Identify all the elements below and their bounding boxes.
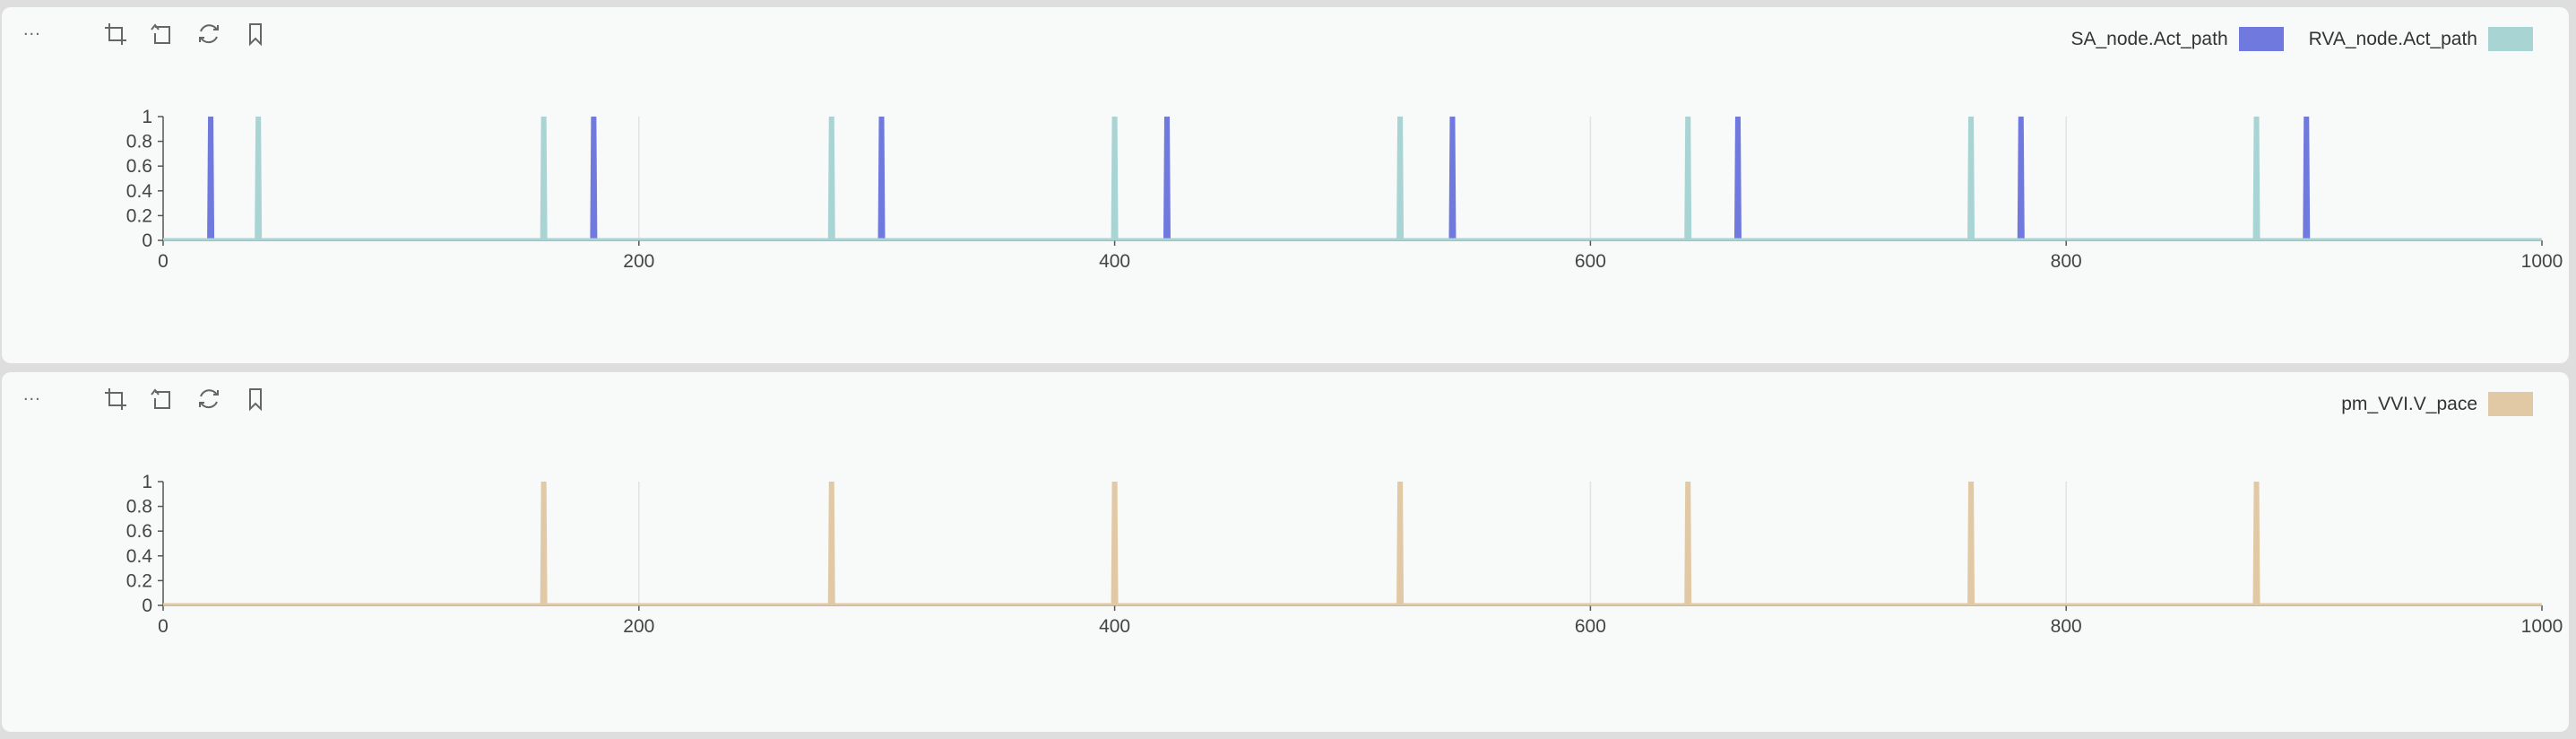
pulse-mark xyxy=(1111,117,1119,240)
x-tick-label: 400 xyxy=(1099,616,1130,637)
pulse-mark xyxy=(2017,117,2025,240)
pulse-mark xyxy=(1967,117,1975,240)
pulse-mark xyxy=(540,482,548,605)
y-tick-label: 0 xyxy=(142,596,152,616)
bookmark-icon[interactable] xyxy=(242,385,269,413)
y-tick-label: 1 xyxy=(142,107,152,127)
y-tick-label: 0.2 xyxy=(126,205,152,226)
chart-legend: SA_node.Act_path RVA_node.Act_path xyxy=(2045,27,2533,51)
pulse-mark xyxy=(1684,482,1692,605)
pulse-mark xyxy=(1396,482,1405,605)
crop-icon[interactable] xyxy=(102,20,129,48)
x-tick-label: 1000 xyxy=(2521,251,2563,272)
pulse-mark xyxy=(1111,482,1119,605)
y-tick-label: 0.8 xyxy=(126,497,152,517)
pulse-mark xyxy=(207,117,215,240)
x-tick-label: 800 xyxy=(2051,616,2082,637)
pulse-mark xyxy=(590,117,598,240)
legend-swatch xyxy=(2238,27,2284,51)
y-tick-label: 0.4 xyxy=(126,546,153,567)
y-tick-label: 1 xyxy=(142,472,152,492)
x-tick-label: 1000 xyxy=(2521,616,2563,637)
pulse-mark xyxy=(2252,117,2260,240)
chart-panel-1: 0 200 400 600 800 1000 0 0.2 0.4 0.6 0.8 1 ... SA_n… xyxy=(2,7,2569,363)
pulse-mark xyxy=(2252,482,2260,605)
x-tick-label: 600 xyxy=(1575,616,1606,637)
x-tick-label: 200 xyxy=(623,616,654,637)
chart-toolbar xyxy=(102,20,269,48)
refresh-icon[interactable] xyxy=(195,20,222,48)
undo-icon[interactable] xyxy=(149,385,176,413)
chart-panel-2: 0 200 400 600 800 1000 0 0.2 0.4 0.6 0.8 1 ... pm_V… xyxy=(2,372,2569,732)
legend-label: SA_node.Act_path xyxy=(2070,28,2228,49)
pulse-mark xyxy=(1163,117,1171,240)
pulse-mark xyxy=(540,117,548,240)
pulse-mark xyxy=(255,117,263,240)
pulse-mark xyxy=(827,117,835,240)
chart-legend: pm_VVI.V_pace xyxy=(2316,392,2533,416)
x-tick-label: 200 xyxy=(623,251,654,272)
panel-menu-button[interactable]: ... xyxy=(23,20,41,39)
x-tick-label: 400 xyxy=(1099,251,1130,272)
y-tick-label: 0.2 xyxy=(126,570,152,591)
x-tick-label: 0 xyxy=(158,616,169,637)
legend-item-sa-node[interactable]: SA_node.Act_path xyxy=(2070,27,2284,51)
refresh-icon[interactable] xyxy=(195,385,222,413)
chart-toolbar xyxy=(102,385,269,413)
undo-icon[interactable] xyxy=(149,20,176,48)
pulse-mark xyxy=(1967,482,1975,605)
chart-1: 0 200 400 600 800 1000 0 0.2 0.4 0.6 0.8 1 xyxy=(126,107,2563,272)
bookmark-icon[interactable] xyxy=(242,20,269,48)
panel-menu-button[interactable]: ... xyxy=(23,385,41,404)
crop-icon[interactable] xyxy=(102,385,129,413)
x-tick-label: 600 xyxy=(1575,251,1606,272)
y-tick-label: 0.6 xyxy=(126,521,152,542)
legend-swatch xyxy=(2488,392,2533,416)
pulse-mark xyxy=(1733,117,1742,240)
pulse-mark xyxy=(1684,117,1692,240)
legend-swatch xyxy=(2488,27,2533,51)
pulse-mark xyxy=(877,117,886,240)
chart-2: 0 200 400 600 800 1000 0 0.2 0.4 0.6 0.8 1 xyxy=(126,472,2563,637)
y-tick-label: 0.8 xyxy=(126,132,152,152)
pulse-mark xyxy=(1396,117,1405,240)
y-tick-label: 0 xyxy=(142,230,152,251)
y-tick-label: 0.6 xyxy=(126,156,152,177)
pulse-mark xyxy=(2303,117,2311,240)
x-tick-label: 800 xyxy=(2051,251,2082,272)
legend-label: RVA_node.Act_path xyxy=(2308,28,2477,49)
legend-item-rva-node[interactable]: RVA_node.Act_path xyxy=(2309,27,2533,51)
legend-item-pm-vvi[interactable]: pm_VVI.V_pace xyxy=(2341,392,2533,416)
pulse-mark xyxy=(827,482,835,605)
y-tick-label: 0.4 xyxy=(126,181,153,202)
x-tick-label: 0 xyxy=(158,251,169,272)
legend-label: pm_VVI.V_pace xyxy=(2341,393,2477,414)
pulse-mark xyxy=(1448,117,1457,240)
